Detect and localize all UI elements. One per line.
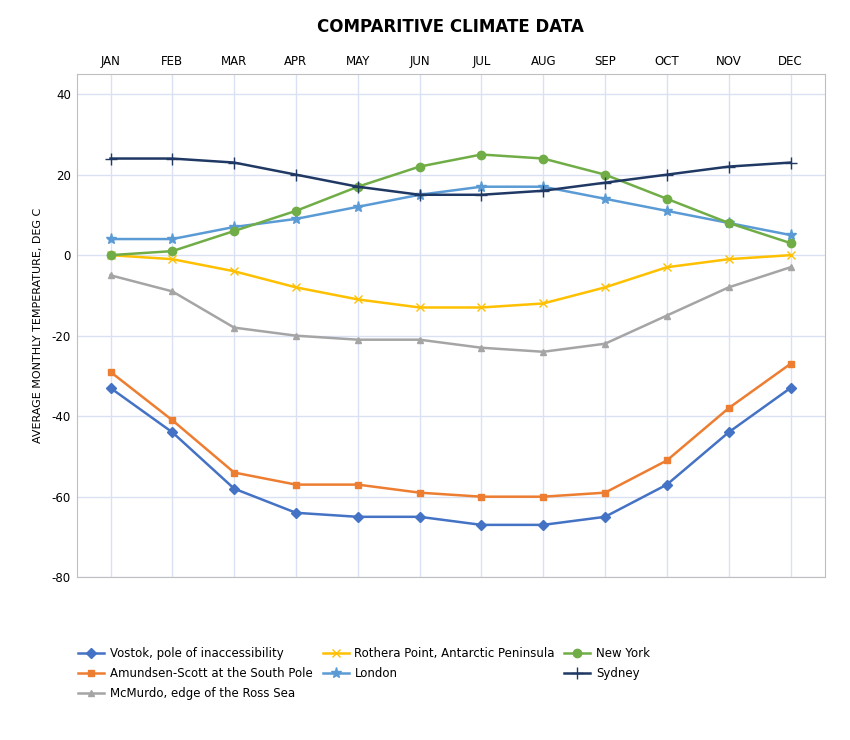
Rothera Point, Antarctic Peninsula (723, 255, 734, 263)
New York (291, 206, 301, 215)
London (785, 231, 796, 240)
Vostok, pole of inaccessibility (291, 508, 301, 517)
McMurdo, edge of the Ross Sea (538, 347, 548, 356)
McMurdo, edge of the Ross Sea (229, 323, 239, 332)
New York (600, 170, 610, 179)
McMurdo, edge of the Ross Sea (476, 343, 486, 352)
Amundsen-Scott at the South Pole (105, 368, 116, 377)
Sydney (167, 154, 178, 163)
Rothera Point, Antarctic Peninsula (291, 283, 301, 292)
Rothera Point, Antarctic Peninsula (600, 283, 610, 292)
Line: New York: New York (106, 150, 795, 259)
Amundsen-Scott at the South Pole (476, 492, 486, 501)
New York (167, 246, 178, 255)
London (476, 182, 486, 191)
Rothera Point, Antarctic Peninsula (353, 295, 363, 304)
Sydney (600, 178, 610, 187)
Sydney (105, 154, 116, 163)
Vostok, pole of inaccessibility (662, 480, 672, 489)
Sydney (785, 158, 796, 167)
Line: McMurdo, edge of the Ross Sea: McMurdo, edge of the Ross Sea (107, 263, 794, 355)
Amundsen-Scott at the South Pole (785, 360, 796, 369)
New York (538, 154, 548, 163)
Legend: Vostok, pole of inaccessibility, Amundsen-Scott at the South Pole, McMurdo, edge: Vostok, pole of inaccessibility, Amundse… (75, 644, 654, 704)
Rothera Point, Antarctic Peninsula (538, 299, 548, 308)
Vostok, pole of inaccessibility (353, 512, 363, 521)
Amundsen-Scott at the South Pole (723, 404, 734, 413)
Rothera Point, Antarctic Peninsula (785, 251, 796, 260)
New York (229, 226, 239, 235)
Rothera Point, Antarctic Peninsula (476, 303, 486, 312)
Line: Rothera Point, Antarctic Peninsula: Rothera Point, Antarctic Peninsula (106, 251, 795, 312)
Title: COMPARITIVE CLIMATE DATA: COMPARITIVE CLIMATE DATA (317, 18, 584, 36)
New York (662, 195, 672, 204)
London (538, 182, 548, 191)
Line: Sydney: Sydney (105, 152, 796, 201)
Line: Amundsen-Scott at the South Pole: Amundsen-Scott at the South Pole (107, 360, 794, 500)
McMurdo, edge of the Ross Sea (600, 339, 610, 348)
Amundsen-Scott at the South Pole (291, 480, 301, 489)
Sydney (229, 158, 239, 167)
London (353, 203, 363, 212)
New York (353, 182, 363, 191)
New York (785, 238, 796, 247)
McMurdo, edge of the Ross Sea (723, 283, 734, 292)
Vostok, pole of inaccessibility (229, 484, 239, 493)
Vostok, pole of inaccessibility (600, 512, 610, 521)
Vostok, pole of inaccessibility (785, 383, 796, 392)
Vostok, pole of inaccessibility (723, 428, 734, 437)
London (415, 190, 425, 199)
McMurdo, edge of the Ross Sea (167, 287, 178, 296)
Vostok, pole of inaccessibility (476, 520, 486, 529)
New York (415, 162, 425, 171)
New York (723, 218, 734, 227)
Sydney (415, 190, 425, 199)
Rothera Point, Antarctic Peninsula (662, 263, 672, 272)
Line: London: London (105, 181, 796, 245)
Amundsen-Scott at the South Pole (229, 468, 239, 477)
Amundsen-Scott at the South Pole (600, 488, 610, 497)
Sydney (353, 182, 363, 191)
McMurdo, edge of the Ross Sea (353, 335, 363, 344)
London (662, 206, 672, 215)
McMurdo, edge of the Ross Sea (105, 271, 116, 280)
Sydney (662, 170, 672, 179)
Vostok, pole of inaccessibility (105, 383, 116, 392)
Sydney (723, 162, 734, 171)
Vostok, pole of inaccessibility (538, 520, 548, 529)
Amundsen-Scott at the South Pole (415, 488, 425, 497)
London (291, 215, 301, 223)
McMurdo, edge of the Ross Sea (662, 311, 672, 320)
Sydney (538, 186, 548, 195)
London (723, 218, 734, 227)
London (229, 223, 239, 232)
Sydney (291, 170, 301, 179)
McMurdo, edge of the Ross Sea (291, 332, 301, 340)
Amundsen-Scott at the South Pole (167, 416, 178, 425)
New York (105, 251, 116, 260)
Y-axis label: AVERAGE MONTHLY TEMPERATURE, DEG C: AVERAGE MONTHLY TEMPERATURE, DEG C (33, 208, 43, 443)
Vostok, pole of inaccessibility (415, 512, 425, 521)
McMurdo, edge of the Ross Sea (415, 335, 425, 344)
Line: Vostok, pole of inaccessibility: Vostok, pole of inaccessibility (107, 385, 794, 528)
London (600, 195, 610, 204)
Vostok, pole of inaccessibility (167, 428, 178, 437)
Rothera Point, Antarctic Peninsula (167, 255, 178, 263)
Amundsen-Scott at the South Pole (538, 492, 548, 501)
New York (476, 150, 486, 159)
Rothera Point, Antarctic Peninsula (415, 303, 425, 312)
Amundsen-Scott at the South Pole (353, 480, 363, 489)
Sydney (476, 190, 486, 199)
London (167, 235, 178, 243)
Rothera Point, Antarctic Peninsula (229, 267, 239, 276)
McMurdo, edge of the Ross Sea (785, 263, 796, 272)
Amundsen-Scott at the South Pole (662, 456, 672, 465)
Rothera Point, Antarctic Peninsula (105, 251, 116, 260)
London (105, 235, 116, 243)
